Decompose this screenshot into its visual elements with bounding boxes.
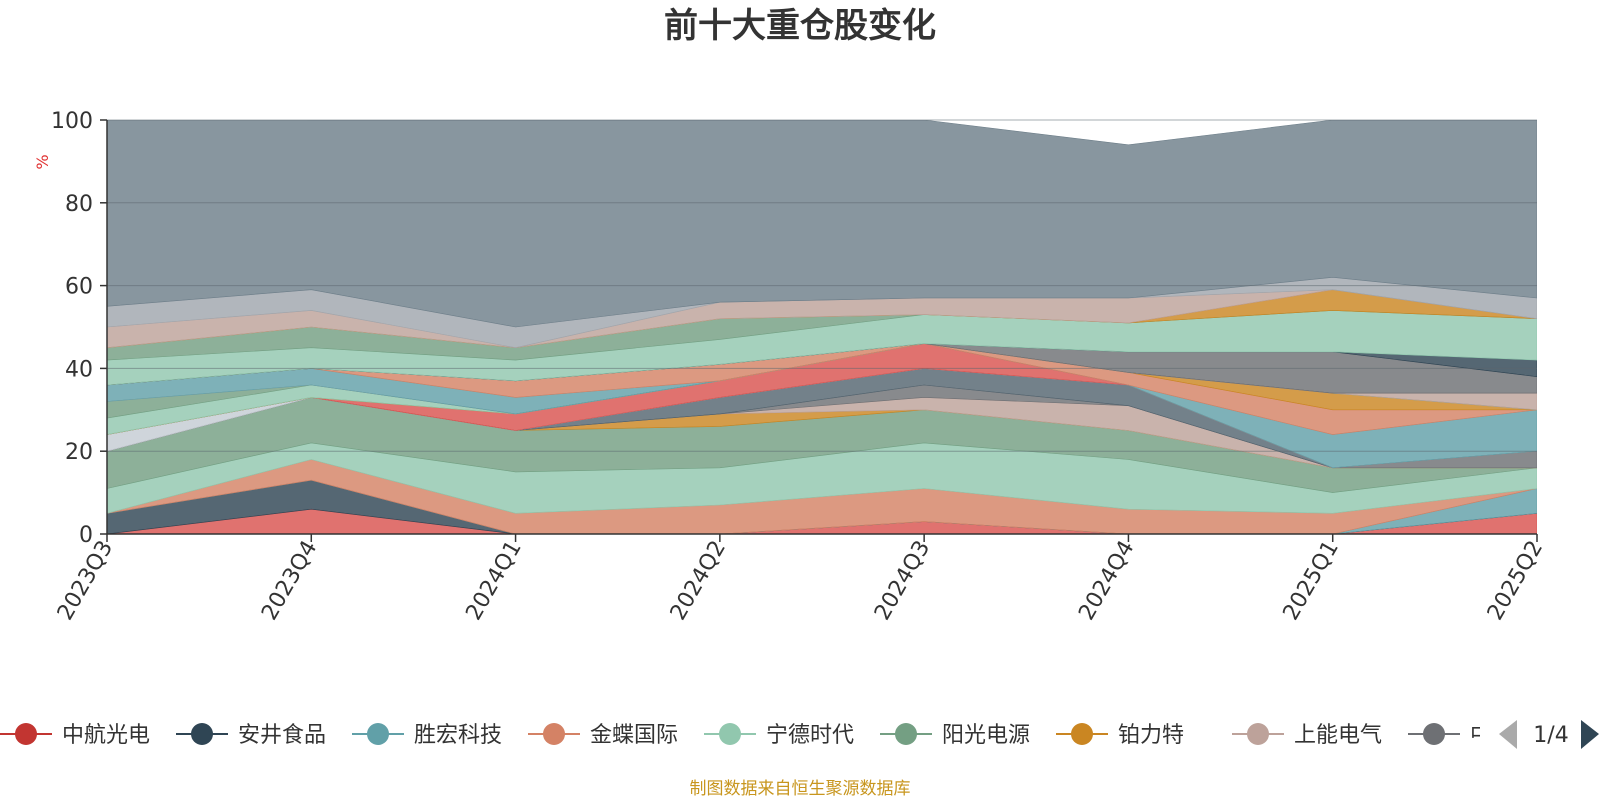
legend-item[interactable]: 金蝶国际	[528, 723, 678, 748]
area-layer	[107, 120, 1537, 534]
legend-label: 金蝶国际	[590, 723, 678, 748]
legend-label: 铂力特	[1118, 723, 1184, 748]
y-tick-label: 80	[65, 192, 93, 217]
legend-label: 中航光电	[62, 723, 150, 748]
legend-label: 上能电气	[1294, 723, 1382, 748]
source-note: 制图数据来自恒生聚源数据库	[690, 779, 911, 799]
y-axis-unit: %	[33, 154, 52, 169]
y-tick-label: 60	[65, 275, 93, 300]
x-tick-label: 2024Q4	[1074, 537, 1139, 625]
grid-lines	[107, 119, 1537, 452]
x-tick-label: 2025Q2	[1483, 537, 1548, 625]
y-tick-label: 40	[65, 357, 93, 382]
y-tick-label: 20	[65, 440, 93, 465]
legend-page-indicator: 1/4	[1533, 723, 1568, 748]
x-tick-label: 2023Q3	[53, 537, 118, 625]
x-tick-label: 2024Q1	[461, 537, 526, 625]
legend-item[interactable]: 胜宏科技	[352, 723, 502, 748]
x-tick-label: 2023Q4	[257, 537, 322, 625]
legend-item[interactable]: 中航光电	[0, 723, 150, 748]
legend-item[interactable]: 上能电气	[1232, 723, 1382, 748]
x-tick-label: 2024Q2	[666, 537, 731, 625]
legend-item[interactable]: 阳光电源	[880, 723, 1030, 748]
legend-marker-icon	[1423, 723, 1445, 745]
legend-marker-icon	[543, 723, 565, 745]
y-tick-label: 100	[51, 109, 93, 134]
y-tick-label: 0	[79, 523, 93, 548]
legend-label: 宁德时代	[766, 723, 854, 748]
x-tick-label: 2025Q1	[1279, 537, 1344, 625]
legend-label: 安井食品	[238, 723, 326, 748]
legend-marker-icon	[719, 723, 741, 745]
legend-label: 胜宏科技	[414, 723, 502, 748]
legend-marker-icon	[1247, 723, 1269, 745]
legend-marker-icon	[15, 723, 37, 745]
x-tick-label: 2024Q3	[870, 537, 935, 625]
legend-marker-icon	[367, 723, 389, 745]
legend-overflow-mask	[1480, 705, 1600, 765]
legend: 中航光电安井食品胜宏科技金蝶国际宁德时代阳光电源铂力特上能电气中国广核1/4	[0, 705, 1600, 765]
legend-marker-icon	[1071, 723, 1093, 745]
area-series-28	[107, 120, 1537, 328]
legend-prev-icon[interactable]	[1499, 720, 1517, 749]
legend-label: 阳光电源	[942, 723, 1030, 748]
legend-item[interactable]: 安井食品	[176, 723, 326, 748]
legend-item[interactable]: 铂力特	[1056, 723, 1184, 748]
legend-marker-icon	[895, 723, 917, 745]
legend-next-icon[interactable]	[1581, 720, 1599, 749]
legend-item[interactable]: 宁德时代	[704, 723, 854, 748]
chart-title: 前十大重仓股变化	[664, 6, 936, 46]
legend-marker-icon	[191, 723, 213, 745]
